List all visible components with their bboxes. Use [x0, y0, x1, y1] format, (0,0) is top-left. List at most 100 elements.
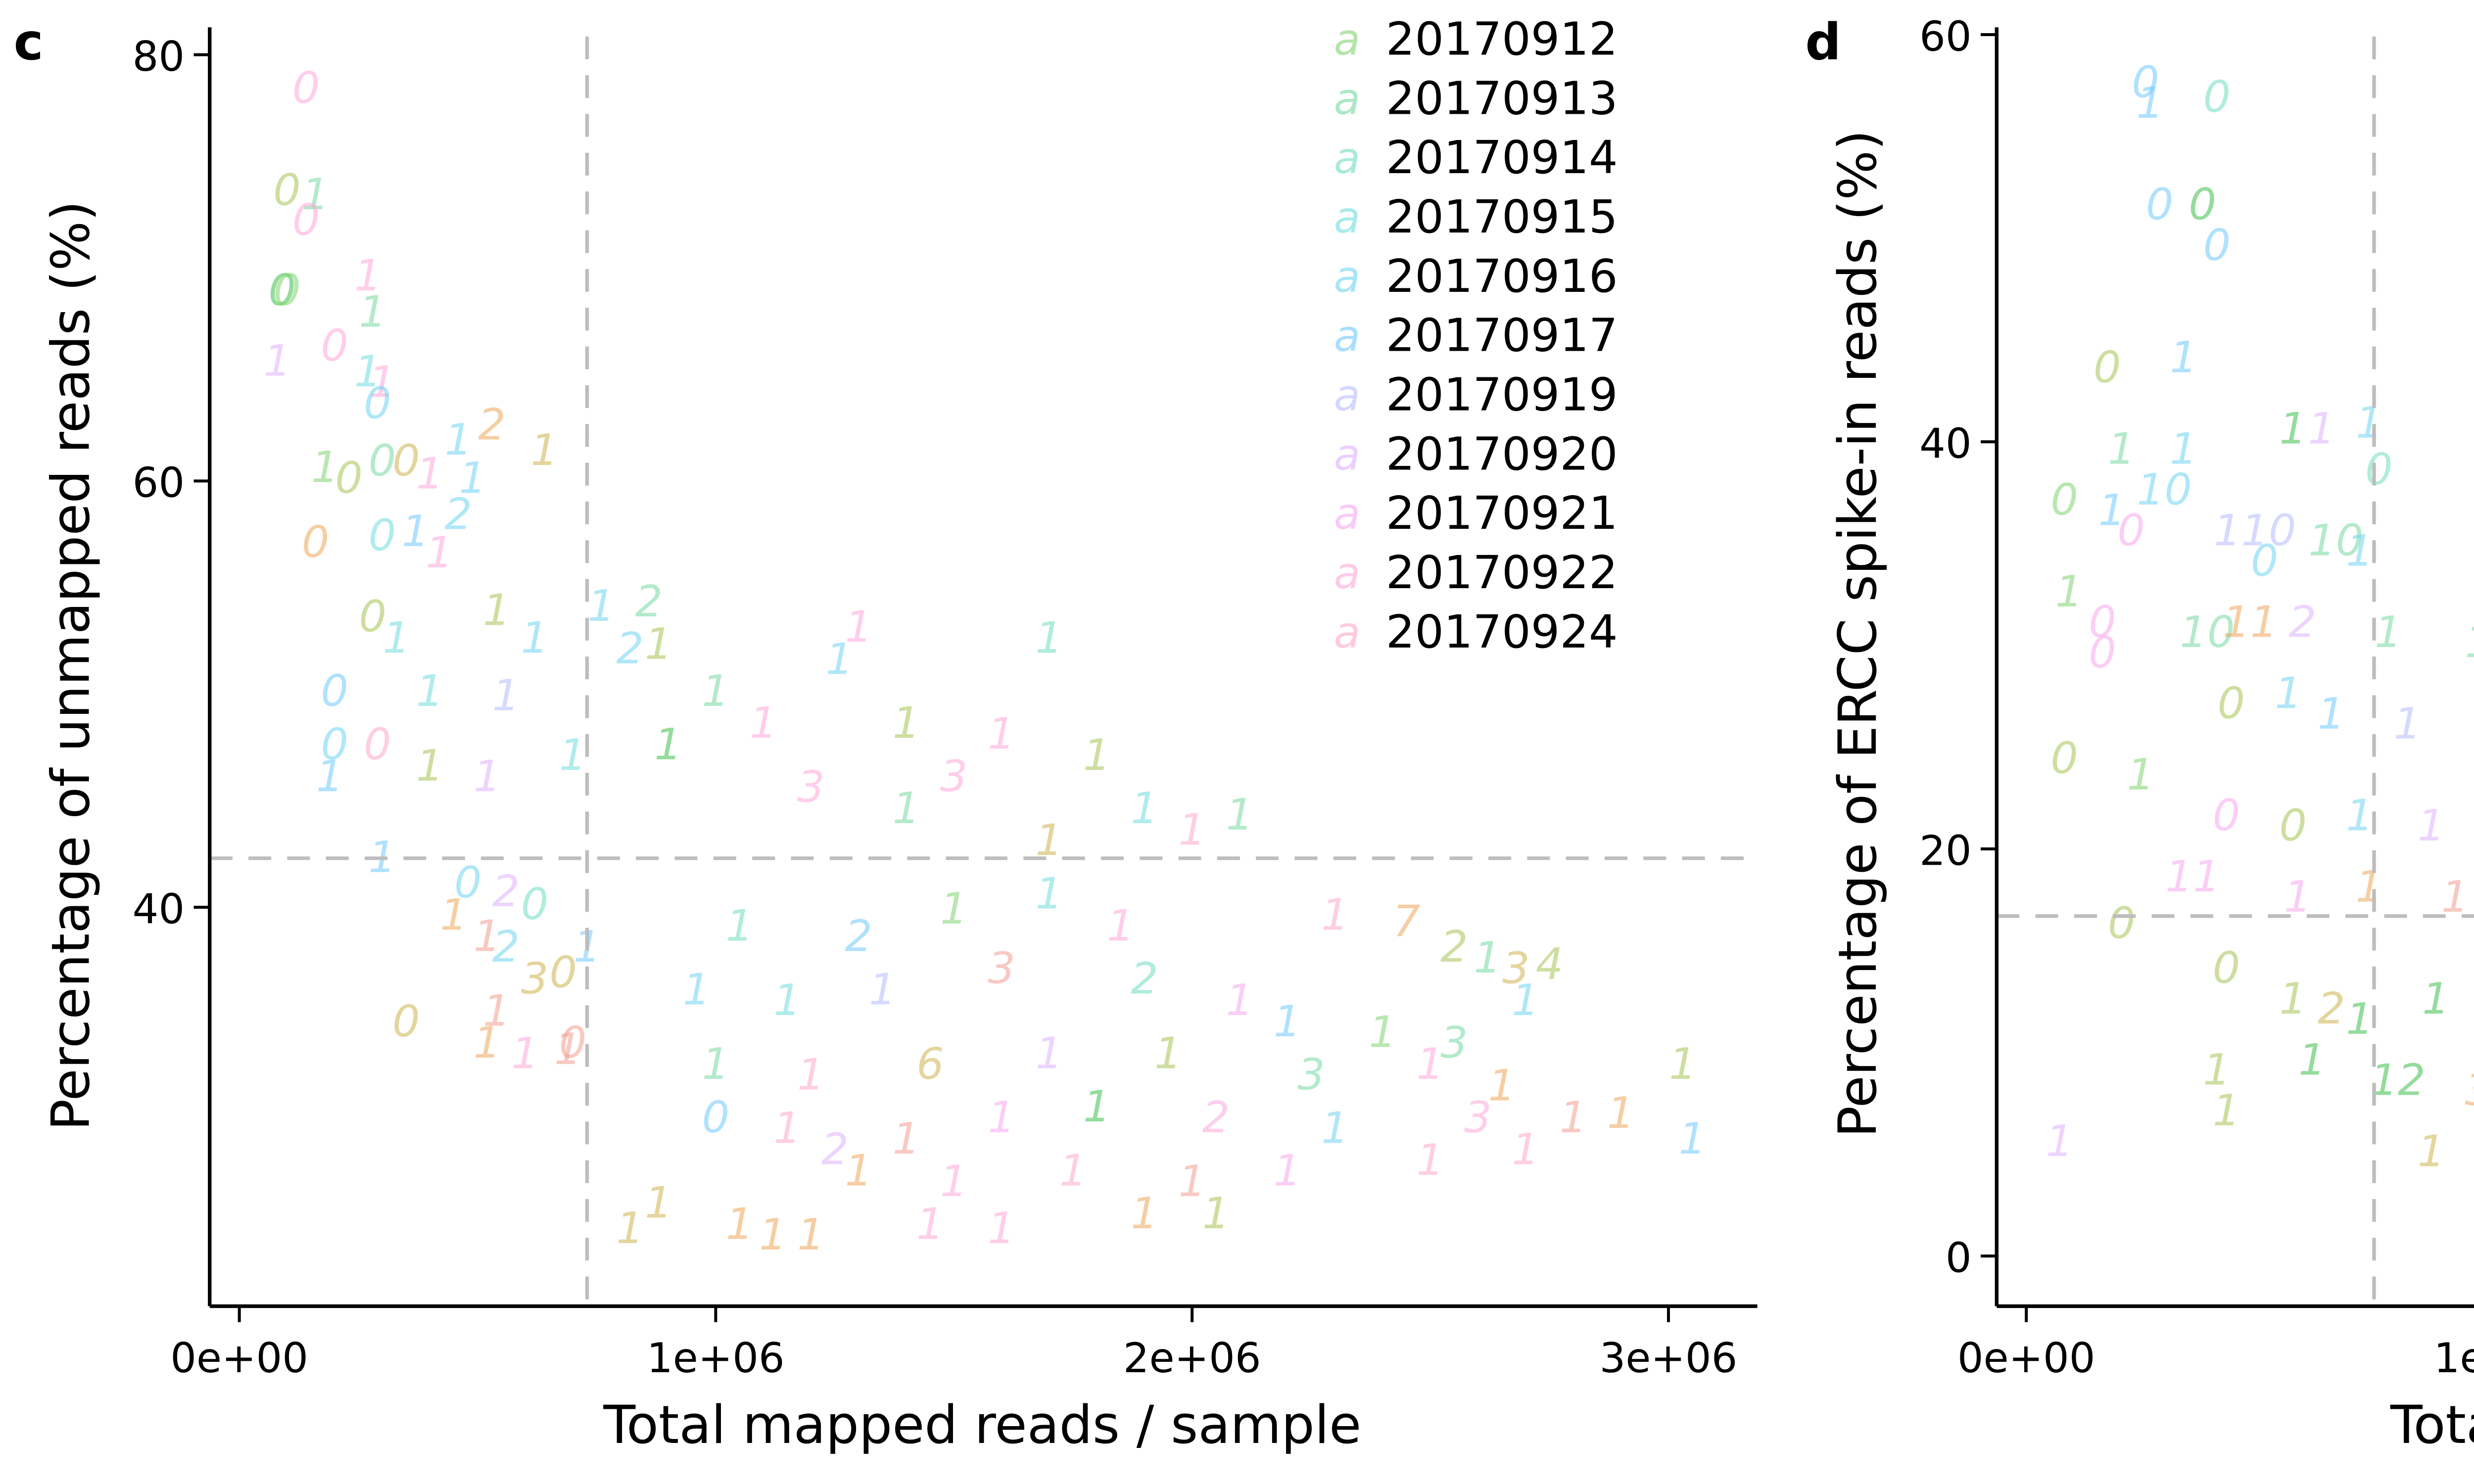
panel-d-x-axis-title: Total mapped reads / sample	[2390, 1394, 2474, 1455]
data-point: 1	[654, 719, 682, 770]
legend-label: 20170915	[1386, 190, 1618, 243]
data-point: 1	[2213, 1085, 2240, 1136]
data-point: 1	[726, 1199, 754, 1250]
data-point: 3	[940, 751, 968, 801]
data-point: 1	[750, 698, 777, 748]
panel-c-x-axis-title: Total mapped reads / sample	[603, 1394, 1361, 1455]
legend-label: 20170919	[1386, 368, 1618, 421]
data-point: 1	[1131, 783, 1158, 834]
data-point: 1	[988, 1092, 1015, 1143]
data-point: 3	[1502, 943, 1530, 994]
data-point: 1	[559, 730, 587, 781]
data-point: 1	[2098, 485, 2126, 535]
data-point: 1	[940, 883, 968, 934]
data-point: 0	[2189, 180, 2216, 230]
data-point: 1	[2127, 749, 2155, 800]
data-point: 1	[1512, 1124, 1539, 1174]
data-point: 1	[1321, 890, 1349, 940]
data-point: 2	[845, 911, 872, 962]
legend-key-glyph: a	[1334, 548, 1361, 599]
data-point: 1	[383, 612, 411, 663]
data-point: 1	[426, 527, 453, 578]
y-tick-label: 0	[1946, 1234, 1972, 1282]
data-point: 1	[845, 602, 872, 652]
data-point: 2	[1202, 1092, 1230, 1143]
data-point: 0	[2050, 475, 2078, 525]
data-point: 1	[2346, 994, 2374, 1044]
data-point: 1	[354, 346, 382, 397]
data-point: 2	[492, 922, 520, 972]
data-point: 1	[1178, 804, 1206, 855]
data-point: 1	[826, 634, 854, 685]
data-point: 11	[2165, 851, 2220, 902]
data-point: 1	[1131, 1188, 1158, 1239]
panel-label-d: d	[1805, 13, 1841, 71]
data-point: 110	[2214, 505, 2296, 556]
data-point: 0	[392, 436, 420, 486]
data-point: 1	[416, 741, 444, 791]
data-point: 1	[416, 666, 444, 716]
data-point: 1	[483, 585, 511, 636]
data-point: 0	[369, 436, 396, 486]
data-point: 1	[702, 1039, 730, 1089]
data-point: 10	[2308, 515, 2363, 566]
y-tick-label: 20	[1919, 827, 1971, 875]
legend-label: 20170917	[1386, 309, 1618, 362]
data-point: 1	[2441, 872, 2469, 922]
data-point: 1	[264, 335, 291, 386]
x-tick-label: 0e+00	[170, 1334, 308, 1382]
legend-label: 20170912	[1386, 12, 1618, 66]
data-point: 0	[549, 947, 577, 998]
legend-label: 20170913	[1386, 71, 1618, 125]
data-point: 1	[759, 1209, 787, 1260]
data-point: 1	[483, 986, 511, 1036]
data-point: 1	[2308, 403, 2335, 454]
data-point: 2	[635, 576, 663, 627]
data-point: 0	[702, 1092, 730, 1143]
data-point: 1	[940, 1156, 968, 1206]
data-point: 1	[1274, 996, 1301, 1047]
data-point: 0	[273, 265, 301, 316]
data-point: 2	[445, 489, 473, 540]
data-point: 1	[2422, 974, 2450, 1024]
data-point: 1	[1083, 1081, 1111, 1132]
legend-key-glyph: a	[1334, 192, 1361, 243]
data-point: 1	[530, 425, 558, 475]
panel-d-y-axis-title: Percentage of ERCC spike-in reads (%)	[1827, 130, 1888, 1138]
data-point: 0	[2089, 597, 2116, 648]
data-point: 1	[869, 964, 897, 1015]
data-point: 0	[2213, 790, 2240, 840]
data-point: 1	[445, 415, 473, 465]
data-point: 1	[474, 911, 501, 962]
data-point: 1	[2279, 974, 2307, 1024]
data-point: 1	[354, 250, 382, 301]
data-point: 1	[521, 612, 549, 663]
data-point: 2	[478, 399, 506, 450]
data-point: 1	[645, 619, 672, 669]
data-point: 0	[369, 510, 396, 560]
data-point: 1	[1607, 1088, 1635, 1138]
data-point: 1	[2375, 607, 2402, 657]
data-point: 1	[2108, 424, 2136, 474]
legend-label: 20170914	[1386, 131, 1618, 184]
data-point: 1	[2203, 1045, 2231, 1095]
data-point: 1	[492, 670, 520, 721]
x-tick-label: 0e+00	[1957, 1334, 2095, 1382]
panel-label-c: c	[14, 13, 44, 71]
data-point: 11	[2223, 597, 2278, 648]
data-point: 2	[616, 623, 644, 674]
legend-key-glyph: a	[1334, 74, 1361, 124]
data-point: 0	[2203, 220, 2231, 271]
data-point: 3	[2465, 1065, 2474, 1115]
data-point: 12	[2370, 1055, 2425, 1105]
data-point: 0	[2050, 733, 2078, 784]
data-point: 3	[521, 954, 549, 1004]
legend-label: 20170924	[1386, 605, 1618, 658]
data-point: 0	[2217, 678, 2245, 729]
data-point: 1	[797, 1209, 825, 1260]
data-point: 1	[1036, 1028, 1063, 1078]
data-point: 1	[2346, 790, 2374, 840]
data-point: 1	[2346, 525, 2374, 576]
data-point: 0	[321, 321, 348, 371]
